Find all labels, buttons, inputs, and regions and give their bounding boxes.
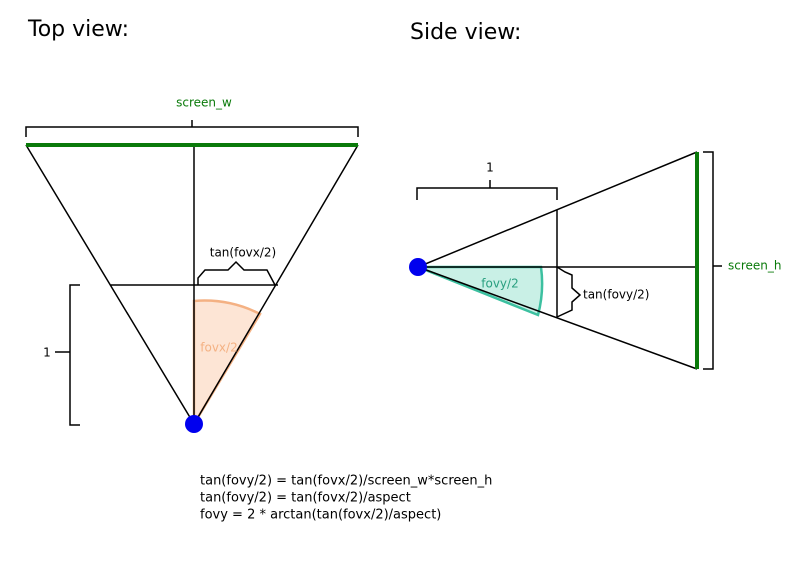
formula: tan(fovy/2) = tan(fovx/2)/screen_w*scree… — [200, 474, 492, 489]
height-label: screen_h — [728, 259, 782, 273]
top-view: screen_w tan(fovx/2) 1 fovx/2 — [25, 96, 359, 433]
width-bracket — [25, 120, 359, 137]
distance-label: 1 — [486, 161, 494, 175]
top-view-title: Top view: — [27, 17, 129, 42]
distance-bracket — [416, 180, 558, 200]
tan-label: tan(fovy/2) — [583, 288, 649, 302]
distance-label: 1 — [43, 346, 51, 360]
side-view-title: Side view: — [410, 20, 521, 45]
frustum — [417, 151, 698, 370]
formulas: tan(fovy/2) = tan(fovx/2)/screen_w*scree… — [200, 474, 492, 523]
camera — [185, 415, 203, 433]
fovx-wedge — [192, 299, 262, 429]
tan-bracket — [556, 266, 582, 318]
formula: tan(fovy/2) = tan(fovx/2)/aspect — [200, 491, 411, 506]
angle-label: fovx/2 — [200, 341, 237, 355]
distance-bracket — [55, 284, 80, 426]
camera — [409, 258, 427, 276]
height-bracket — [703, 151, 722, 370]
tan-label: tan(fovx/2) — [210, 246, 276, 260]
formula: fovy = 2 * arctan(tan(fovx/2)/aspect) — [200, 508, 441, 523]
side-view: 1 screen_h tan(fovy/2) fovy/2 — [409, 151, 782, 370]
width-label: screen_w — [176, 96, 232, 110]
angle-label: fovy/2 — [481, 277, 518, 291]
tan-bracket — [197, 260, 276, 286]
